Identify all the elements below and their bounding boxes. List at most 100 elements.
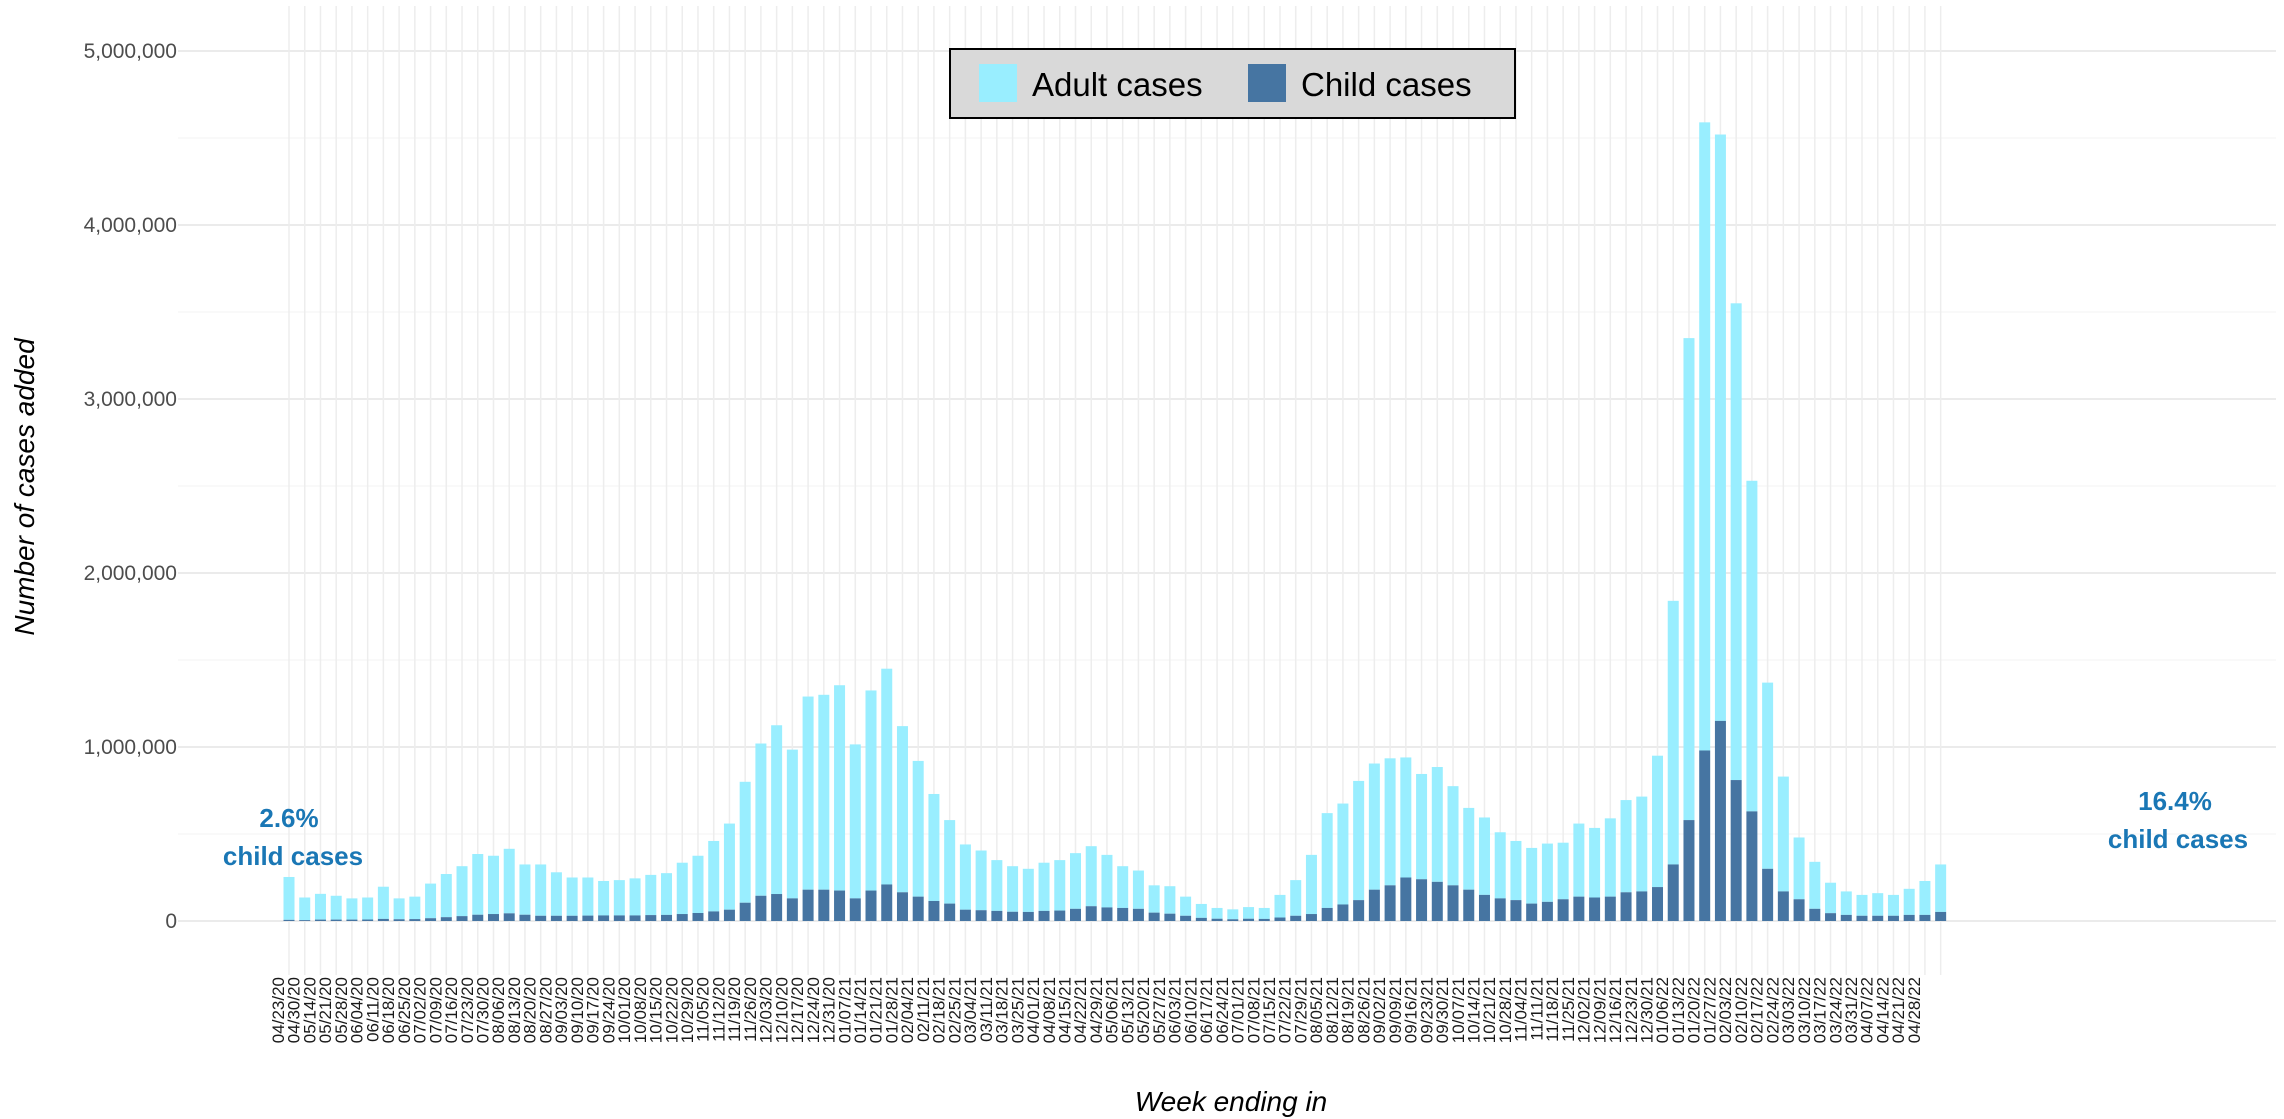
bar-adult-cases <box>723 823 735 910</box>
x-tick-label: 10/28/21 <box>1496 977 1515 1043</box>
bar-child-cases <box>1714 720 1726 921</box>
x-tick-label: 11/19/20 <box>725 977 744 1042</box>
bar-adult-cases <box>834 685 846 891</box>
x-tick-label: 01/28/21 <box>882 977 901 1043</box>
legend-swatch-child <box>1248 64 1286 102</box>
x-tick-label: 08/19/21 <box>1339 977 1358 1043</box>
x-tick-label: 01/06/22 <box>1653 977 1672 1043</box>
x-tick-label: 03/11/21 <box>977 977 996 1042</box>
bar-child-cases <box>1447 885 1459 921</box>
bar-child-cases <box>362 919 374 921</box>
x-tick-label: 07/09/20 <box>426 977 445 1043</box>
bar-child-cases <box>440 917 452 921</box>
bar-adult-cases <box>1337 803 1349 905</box>
bar-adult-cases <box>912 760 924 897</box>
bar-child-cases <box>975 910 987 921</box>
bar-adult-cases <box>1636 796 1648 892</box>
x-tick-label: 12/30/21 <box>1638 977 1657 1043</box>
bar-adult-cases <box>1478 817 1490 895</box>
bar-child-cases <box>1667 864 1679 921</box>
x-tick-label: 06/18/20 <box>379 977 398 1043</box>
x-tick-label: 04/22/21 <box>1071 977 1090 1043</box>
legend-swatch-adult <box>979 64 1017 102</box>
x-tick-label: 12/02/21 <box>1575 977 1594 1043</box>
bar-child-cases <box>912 896 924 921</box>
bar-adult-cases <box>1620 800 1632 893</box>
bar-child-cases <box>1510 900 1522 921</box>
x-tick-label: 08/27/20 <box>536 977 555 1043</box>
x-tick-label: 10/15/20 <box>647 977 666 1043</box>
x-tick-label: 04/28/22 <box>1905 977 1924 1043</box>
bar-child-cases <box>1132 908 1144 921</box>
x-tick-label: 04/30/20 <box>285 977 304 1043</box>
bar-child-cases <box>1353 900 1365 921</box>
x-tick-label: 02/25/21 <box>945 977 964 1043</box>
bar-adult-cases <box>299 897 311 921</box>
bar-child-cases <box>582 915 594 921</box>
bar-adult-cases <box>1321 813 1333 908</box>
x-tick-label: 11/12/20 <box>709 977 728 1042</box>
y-tick-label: 1,000,000 <box>84 736 177 759</box>
bar-child-cases <box>1699 750 1711 921</box>
bar-adult-cases <box>1872 893 1884 916</box>
x-tick-label: 06/10/21 <box>1181 977 1200 1043</box>
x-tick-label: 12/17/20 <box>788 977 807 1043</box>
x-tick-label: 05/14/20 <box>300 977 319 1043</box>
x-tick-label: 02/18/21 <box>930 977 949 1043</box>
bar-adult-cases <box>1762 682 1774 869</box>
x-tick-label: 07/22/21 <box>1276 977 1295 1043</box>
bar-adult-cases <box>1243 907 1255 919</box>
bar-adult-cases <box>975 850 987 911</box>
bar-child-cases <box>771 894 783 921</box>
bar-adult-cases <box>786 749 798 899</box>
bar-child-cases <box>645 915 657 921</box>
bar-child-cases <box>1431 881 1443 921</box>
bar-adult-cases <box>409 896 421 920</box>
bar-adult-cases <box>645 874 657 916</box>
bar-adult-cases <box>456 866 468 917</box>
x-axis-ticks: 04/23/2004/30/2005/14/2005/21/2005/28/20… <box>269 977 1924 1043</box>
x-tick-label: 04/21/22 <box>1889 977 1908 1043</box>
y-tick-label: 4,000,000 <box>84 214 177 237</box>
bar-adult-cases <box>1777 776 1789 892</box>
y-tick-label: 0 <box>165 910 177 933</box>
bar-child-cases <box>1557 899 1569 921</box>
x-tick-label: 06/24/21 <box>1213 977 1232 1043</box>
bar-adult-cases <box>1919 880 1931 915</box>
x-tick-label: 10/07/21 <box>1449 977 1468 1043</box>
x-tick-label: 09/02/21 <box>1370 977 1389 1043</box>
bar-child-cases <box>472 914 484 921</box>
bar-adult-cases <box>1667 600 1679 865</box>
bar-child-cases <box>755 895 767 921</box>
bar-child-cases <box>1148 912 1160 921</box>
x-tick-label: 12/10/20 <box>772 977 791 1043</box>
bar-adult-cases <box>1935 864 1947 912</box>
bar-child-cases <box>1746 811 1758 921</box>
bar-adult-cases <box>1384 758 1396 886</box>
x-tick-label: 07/08/21 <box>1244 977 1263 1043</box>
x-tick-label: 05/20/21 <box>1134 977 1153 1043</box>
bar-child-cases <box>1825 913 1837 921</box>
bar-child-cases <box>425 918 437 921</box>
bar-child-cases <box>1211 918 1223 921</box>
bar-adult-cases <box>566 877 578 916</box>
bar-adult-cases <box>1840 891 1852 915</box>
bar-child-cases <box>1463 889 1475 921</box>
bar-child-cases <box>1762 868 1774 921</box>
bar-adult-cases <box>1038 862 1050 911</box>
x-tick-label: 06/25/20 <box>395 977 414 1043</box>
bar-adult-cases <box>708 840 720 912</box>
bar-adult-cases <box>692 855 704 913</box>
bar-child-cases <box>1117 907 1129 921</box>
x-tick-label: 08/13/20 <box>505 977 524 1043</box>
bar-child-cases <box>393 919 405 921</box>
bar-adult-cases <box>1856 894 1868 916</box>
bar-child-cases <box>598 915 610 921</box>
bar-adult-cases <box>1494 832 1506 899</box>
x-tick-label: 07/23/20 <box>458 977 477 1043</box>
bar-child-cases <box>330 919 342 921</box>
bar-adult-cases <box>1589 827 1601 898</box>
x-tick-label: 03/03/22 <box>1779 977 1798 1043</box>
bar-adult-cases <box>1101 854 1113 908</box>
bar-child-cases <box>1887 915 1899 921</box>
